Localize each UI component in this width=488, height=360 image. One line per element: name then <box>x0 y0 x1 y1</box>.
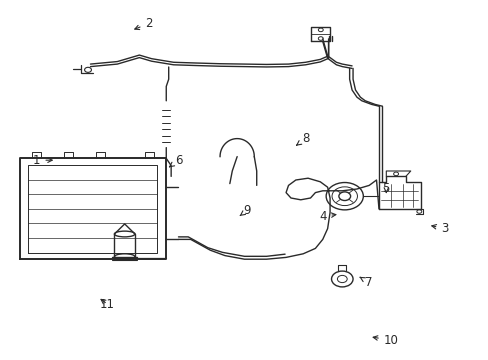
Text: 1: 1 <box>33 154 52 167</box>
Text: 11: 11 <box>100 298 115 311</box>
Text: 2: 2 <box>135 17 153 30</box>
Text: 7: 7 <box>359 276 372 289</box>
Text: 10: 10 <box>372 334 398 347</box>
Text: 8: 8 <box>296 132 309 145</box>
Text: 4: 4 <box>318 210 335 222</box>
Text: 3: 3 <box>431 222 448 235</box>
Text: 6: 6 <box>169 154 182 167</box>
Text: 9: 9 <box>240 204 250 217</box>
Text: 5: 5 <box>382 183 389 195</box>
